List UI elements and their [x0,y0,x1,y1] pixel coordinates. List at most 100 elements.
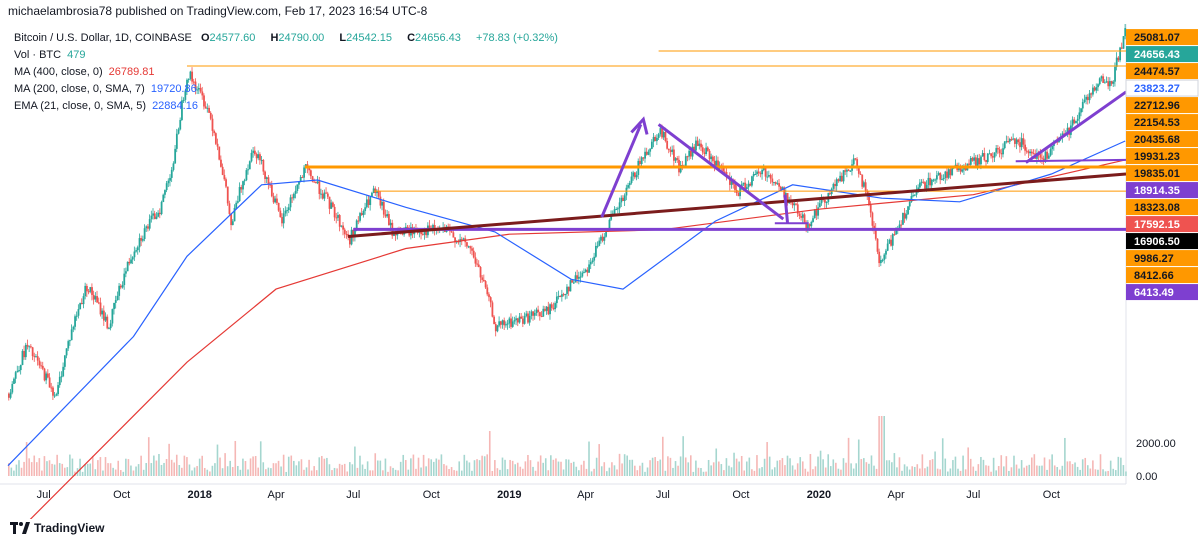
candle-body [900,224,903,226]
volume-bar [1064,437,1066,476]
candle-body [902,212,904,225]
volume-bar [432,461,435,476]
candle-body [24,344,27,358]
volume-bar [674,461,677,476]
candle-body [333,206,336,218]
volume-bar [341,464,343,476]
candle-body [318,181,321,194]
volume-bar [99,457,102,476]
candle-body [1080,108,1082,113]
volume-bar [534,470,537,476]
indicator-value: 22884.16 [152,100,198,112]
volume-bar [1120,457,1122,476]
x-tick-label: Apr [577,489,594,501]
candle-body [905,214,908,219]
volume-bar [730,467,733,476]
volume-bar [847,437,850,476]
x-tick-label: Jul [37,489,51,501]
volume-bar [173,462,176,476]
volume-bar [578,470,580,476]
candle-body [588,264,591,273]
candle-body [840,175,843,182]
candle-body [508,318,511,324]
candle-body [418,231,421,233]
volume-bar [964,469,967,476]
candle-body [97,302,100,304]
candle-body [717,160,719,169]
candle-body [143,228,146,240]
candle-body [53,395,56,397]
candle-body [661,128,663,138]
candle-body [194,81,197,90]
candle-body [421,234,424,236]
volume-bar [611,462,613,476]
candle-body [113,302,115,310]
candle-body [1090,93,1093,95]
candle-body [287,207,290,211]
candle-body [388,214,390,226]
volume-bar [1084,457,1087,476]
candle-body [230,213,233,226]
volume-bar [293,460,295,476]
candle-body [939,173,942,180]
candle-body [469,246,472,249]
volume-bar [107,463,109,476]
candle-body [571,280,574,283]
volume-bar [56,454,58,476]
candle-body [807,224,809,230]
candle-body [1041,157,1043,159]
candle-body [472,250,475,258]
candle-body [995,148,998,153]
volume-bar [1074,462,1076,476]
tradingview-footer[interactable]: TradingView [10,521,104,535]
volume-bar [313,466,315,476]
volume-bar [796,463,799,476]
volume-bar [237,465,239,476]
volume-bar [860,459,863,476]
price-label-text: 24656.43 [1134,49,1180,61]
x-tick-label: Oct [1043,489,1060,501]
candle-body [162,194,165,202]
volume-bar [501,457,504,476]
candle-body [516,318,519,323]
candle-body [852,158,855,165]
candle-body [579,276,582,278]
volume-bar [700,468,702,476]
candle-body [983,153,986,161]
chart-svg[interactable]: 12000.004000.002000.000.00USD25081.07246… [0,22,1200,543]
candle-body [343,229,346,235]
volume-bar [211,465,214,476]
volume-bar [921,454,924,476]
candle-body [165,183,168,191]
candle-body [250,152,253,162]
volume-bar [382,470,384,476]
volume-bar [359,455,361,476]
volume-bar [188,464,191,476]
candle-body [1012,138,1015,140]
volume-bar [8,463,10,476]
volume-bar [224,453,226,476]
candle-body [569,280,572,292]
candle-body [1029,151,1032,154]
indicator-volume: Vol · BTC 479 [14,49,91,61]
volume-bar [130,465,132,476]
price-chart[interactable]: 12000.004000.002000.000.00USD25081.07246… [0,22,1200,543]
volume-bar [756,455,758,476]
candle-body [252,150,255,153]
candle-body [834,184,837,187]
candle-body [929,177,932,186]
candle-body [484,281,487,288]
candle-body [803,214,806,224]
price-label-box [1126,131,1198,148]
candle-body [62,366,65,377]
candle-body [203,95,205,107]
volume-bar [466,460,468,476]
volume-bar [649,460,651,476]
candle-body [371,192,373,197]
volume-bar [496,468,499,476]
candle-body [771,178,774,183]
candle-body [871,212,874,226]
candle-body [86,285,88,292]
volume-bar [707,459,710,476]
ma200-line [7,140,1126,467]
